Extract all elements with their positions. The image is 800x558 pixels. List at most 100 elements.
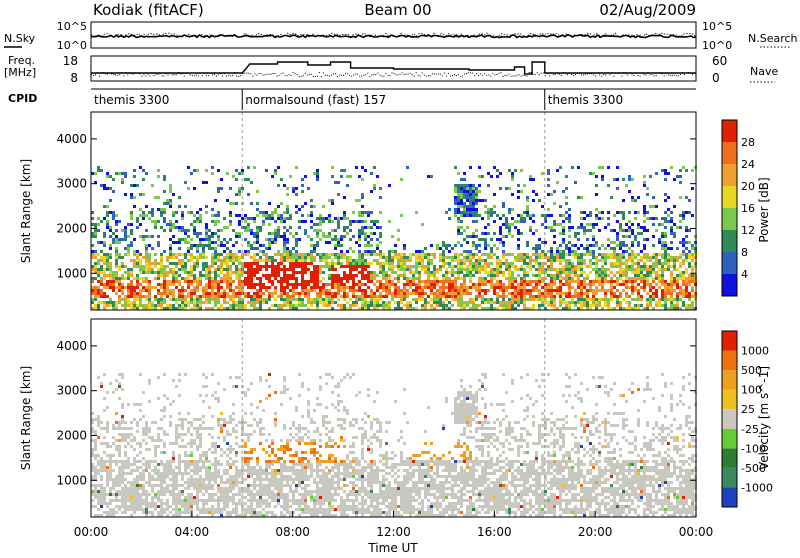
- heatmap-cell: [547, 214, 550, 217]
- heatmap-cell: [106, 268, 109, 271]
- nave-point: [168, 74, 169, 75]
- nave-point: [601, 76, 602, 77]
- heatmap-cell: [259, 304, 262, 307]
- heatmap-cell: [586, 250, 589, 253]
- heatmap-cell: [688, 304, 691, 307]
- nave-point: [164, 76, 165, 77]
- heatmap-cell: [661, 304, 664, 307]
- heatmap-cell: [475, 190, 478, 193]
- heatmap-cell: [652, 253, 655, 256]
- heatmap-cell: [415, 259, 418, 262]
- heatmap-cell: [658, 277, 661, 280]
- heatmap-cell: [163, 481, 166, 484]
- heatmap-cell: [130, 505, 133, 508]
- nave-point: [490, 76, 491, 77]
- heatmap-cell: [112, 499, 115, 502]
- heatmap-cell: [346, 301, 349, 304]
- heatmap-cell: [316, 178, 319, 181]
- heatmap-cell: [379, 211, 382, 214]
- heatmap-cell: [352, 268, 355, 271]
- heatmap-cell: [250, 262, 253, 265]
- heatmap-cell: [154, 493, 157, 496]
- heatmap-cell: [556, 253, 559, 256]
- heatmap-cell: [226, 277, 229, 280]
- heatmap-cell: [592, 283, 595, 286]
- heatmap-cell: [196, 289, 199, 292]
- heatmap-cell: [112, 487, 115, 490]
- heatmap-cell: [160, 304, 163, 307]
- heatmap-cell: [136, 487, 139, 490]
- heatmap-cell: [388, 220, 391, 223]
- heatmap-cell: [589, 223, 592, 226]
- heatmap-cell: [631, 250, 634, 253]
- heatmap-cell: [478, 268, 481, 271]
- heatmap-cell: [349, 298, 352, 301]
- heatmap-cell: [370, 238, 373, 241]
- heatmap-cell: [403, 259, 406, 262]
- heatmap-cell: [562, 220, 565, 223]
- heatmap-cell: [121, 472, 124, 475]
- heatmap-cell: [406, 304, 409, 307]
- heatmap-cell: [448, 256, 451, 259]
- heatmap-cell: [298, 208, 301, 211]
- heatmap-cell: [139, 493, 142, 496]
- heatmap-cell: [358, 271, 361, 274]
- heatmap-cell: [673, 283, 676, 286]
- heatmap-cell: [133, 403, 136, 406]
- heatmap-cell: [229, 223, 232, 226]
- heatmap-cell: [157, 433, 160, 436]
- heatmap-cell: [664, 235, 667, 238]
- heatmap-cell: [286, 241, 289, 244]
- heatmap-cell: [526, 280, 529, 283]
- heatmap-cell: [688, 211, 691, 214]
- heatmap-cell: [556, 289, 559, 292]
- heatmap-cell: [154, 460, 157, 463]
- heatmap-cell: [463, 193, 466, 196]
- heatmap-cell: [400, 265, 403, 268]
- heatmap-cell: [283, 292, 286, 295]
- heatmap-cell: [577, 295, 580, 298]
- heatmap-cell: [223, 301, 226, 304]
- heatmap-cell: [136, 298, 139, 301]
- heatmap-cell: [94, 490, 97, 493]
- heatmap-cell: [565, 280, 568, 283]
- heatmap-cell: [130, 268, 133, 271]
- heatmap-cell: [268, 217, 271, 220]
- heatmap-cell: [490, 214, 493, 217]
- heatmap-cell: [133, 250, 136, 253]
- heatmap-cell: [376, 259, 379, 262]
- heatmap-cell: [601, 271, 604, 274]
- heatmap-cell: [223, 295, 226, 298]
- heatmap-cell: [313, 280, 316, 283]
- heatmap-cell: [169, 256, 172, 259]
- colorbar-swatch: [722, 208, 737, 230]
- nave-point: [369, 76, 370, 77]
- date-title: 02/Aug/2009: [599, 1, 696, 19]
- heatmap-cell: [475, 286, 478, 289]
- heatmap-cell: [517, 220, 520, 223]
- heatmap-cell: [178, 292, 181, 295]
- heatmap-cell: [130, 427, 133, 430]
- heatmap-cell: [124, 478, 127, 481]
- heatmap-cell: [691, 304, 694, 307]
- heatmap-cell: [322, 298, 325, 301]
- heatmap-cell: [142, 430, 145, 433]
- heatmap-cell: [667, 283, 670, 286]
- heatmap-cell: [319, 223, 322, 226]
- heatmap-cell: [298, 262, 301, 265]
- heatmap-cell: [481, 277, 484, 280]
- heatmap-cell: [127, 499, 130, 502]
- heatmap-cell: [430, 298, 433, 301]
- heatmap-cell: [448, 250, 451, 253]
- heatmap-cell: [382, 301, 385, 304]
- nave-point: [605, 74, 606, 75]
- heatmap-cell: [358, 256, 361, 259]
- heatmap-cell: [286, 193, 289, 196]
- heatmap-cell: [439, 301, 442, 304]
- heatmap-cell: [106, 472, 109, 475]
- heatmap-cell: [124, 505, 127, 508]
- heatmap-cell: [460, 205, 463, 208]
- heatmap-cell: [373, 184, 376, 187]
- heatmap-cell: [244, 217, 247, 220]
- heatmap-cell: [643, 244, 646, 247]
